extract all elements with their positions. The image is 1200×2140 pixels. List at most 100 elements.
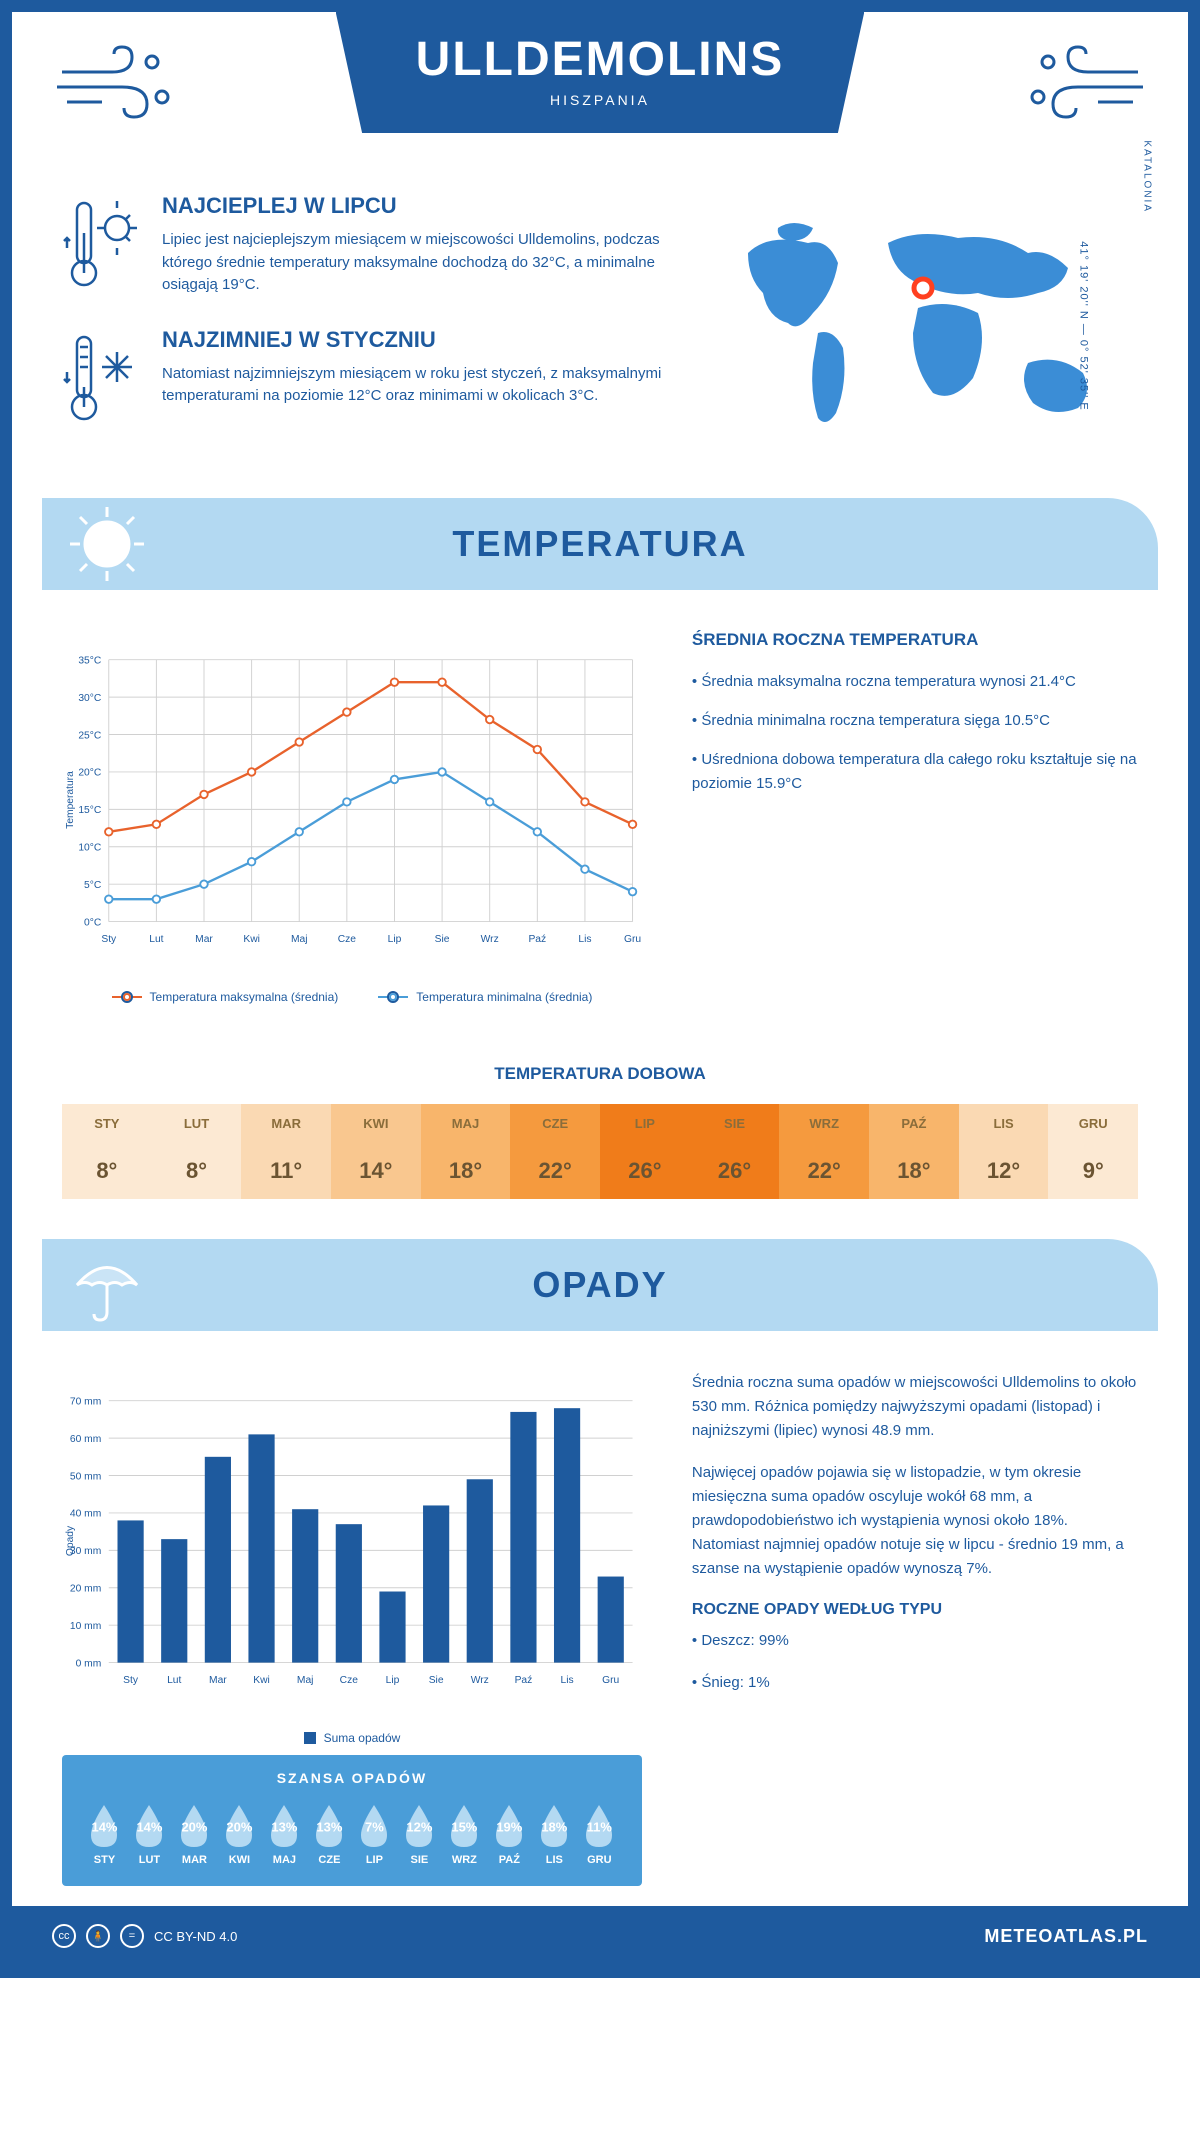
- thermometer-snow-icon: [62, 327, 142, 427]
- chance-item: 14% STY: [85, 1801, 123, 1866]
- legend-min-label: Temperatura minimalna (średnia): [416, 990, 592, 1004]
- drop-icon: 7%: [355, 1801, 393, 1849]
- precip-type-title: ROCZNE OPADY WEDŁUG TYPU: [692, 1601, 1138, 1619]
- temperature-chart-area: 0°C5°C10°C15°C20°C25°C30°C35°CTemperatur…: [62, 630, 642, 1004]
- svg-text:40 mm: 40 mm: [70, 1509, 101, 1520]
- svg-text:Kwi: Kwi: [243, 934, 260, 945]
- daily-value-cell: 22°: [779, 1143, 869, 1199]
- svg-text:Lis: Lis: [578, 934, 591, 945]
- daily-month-cell: SIE: [690, 1104, 780, 1143]
- svg-text:Lut: Lut: [149, 934, 163, 945]
- info-left: NAJCIEPLEJ W LIPCU Lipiec jest najcieple…: [62, 193, 678, 458]
- chance-month-label: LIS: [535, 1854, 573, 1866]
- svg-text:20 mm: 20 mm: [70, 1584, 101, 1595]
- precip-text-2: Najwięcej opadów pojawia się w listopadz…: [692, 1461, 1138, 1581]
- temp-bullet: • Uśredniona dobowa temperatura dla całe…: [692, 748, 1138, 796]
- svg-text:20°C: 20°C: [78, 768, 102, 779]
- chance-percent: 19%: [496, 1820, 522, 1835]
- coldest-block: NAJZIMNIEJ W STYCZNIU Natomiast najzimni…: [62, 327, 678, 427]
- svg-text:Mar: Mar: [195, 934, 213, 945]
- warmest-title: NAJCIEPLEJ W LIPCU: [162, 193, 678, 219]
- wind-icon-left: [52, 42, 192, 132]
- temperature-heading: TEMPERATURA: [452, 523, 747, 565]
- svg-text:70 mm: 70 mm: [70, 1396, 101, 1407]
- chance-percent: 14%: [136, 1820, 162, 1835]
- svg-text:Mar: Mar: [209, 1675, 227, 1686]
- svg-text:Sie: Sie: [429, 1675, 444, 1686]
- drop-icon: 14%: [130, 1801, 168, 1849]
- chance-row: 14% STY 14% LUT 20% MAR 20% KWI 13% MAJ …: [82, 1801, 622, 1866]
- chance-percent: 13%: [271, 1820, 297, 1835]
- precipitation-bar-chart: 0 mm10 mm20 mm30 mm40 mm50 mm60 mm70 mmO…: [62, 1371, 642, 1711]
- footer-site: METEOATLAS.PL: [984, 1926, 1148, 1947]
- world-map-icon: [718, 193, 1138, 453]
- drop-icon: 20%: [220, 1801, 258, 1849]
- daily-value-cell: 18°: [421, 1143, 511, 1199]
- drop-icon: 19%: [490, 1801, 528, 1849]
- daily-month-cell: MAR: [241, 1104, 331, 1143]
- svg-text:Sty: Sty: [101, 934, 117, 945]
- precipitation-info: Średnia roczna suma opadów w miejscowośc…: [692, 1371, 1138, 1886]
- drop-icon: 15%: [445, 1801, 483, 1849]
- temperature-content: 0°C5°C10°C15°C20°C25°C30°C35°CTemperatur…: [12, 590, 1188, 1044]
- temperature-legend: Temperatura maksymalna (średnia) Tempera…: [62, 990, 642, 1004]
- daily-value-cell: 8°: [62, 1143, 152, 1199]
- svg-text:Kwi: Kwi: [253, 1675, 270, 1686]
- daily-month-cell: KWI: [331, 1104, 421, 1143]
- precip-type-snow: • Śnieg: 1%: [692, 1671, 1138, 1695]
- chance-month-label: WRZ: [445, 1854, 483, 1866]
- page-subtitle: HISZPANIA: [416, 92, 785, 108]
- daily-month-cell: GRU: [1048, 1104, 1138, 1143]
- chance-percent: 20%: [226, 1820, 252, 1835]
- svg-text:Sie: Sie: [435, 934, 450, 945]
- daily-temp-title: TEMPERATURA DOBOWA: [62, 1064, 1138, 1084]
- daily-value-cell: 8°: [152, 1143, 242, 1199]
- chance-month-label: STY: [85, 1854, 123, 1866]
- chance-item: 19% PAŹ: [490, 1801, 528, 1866]
- chance-item: 14% LUT: [130, 1801, 168, 1866]
- temperature-section-header: TEMPERATURA: [42, 498, 1158, 590]
- precip-type-rain: • Deszcz: 99%: [692, 1629, 1138, 1653]
- svg-text:50 mm: 50 mm: [70, 1471, 101, 1482]
- svg-text:Paź: Paź: [515, 1675, 533, 1686]
- chance-percent: 18%: [541, 1820, 567, 1835]
- chance-item: 7% LIP: [355, 1801, 393, 1866]
- chance-item: 13% MAJ: [265, 1801, 303, 1866]
- umbrella-icon: [62, 1240, 152, 1330]
- daily-month-cell: MAJ: [421, 1104, 511, 1143]
- temperature-info: ŚREDNIA ROCZNA TEMPERATURA • Średnia mak…: [692, 630, 1138, 1004]
- legend-precip: Suma opadów: [304, 1731, 401, 1745]
- precipitation-legend: Suma opadów: [62, 1731, 642, 1745]
- temp-bullet: • Średnia minimalna roczna temperatura s…: [692, 709, 1138, 733]
- map-container: KATALONIA 41° 19' 20'' N — 0° 52' 35'' E: [718, 193, 1138, 458]
- page-title: ULLDEMOLINS: [416, 32, 785, 87]
- coldest-desc: Natomiast najzimniejszym miesiącem w rok…: [162, 363, 678, 408]
- drop-icon: 12%: [400, 1801, 438, 1849]
- chance-month-label: PAŹ: [490, 1854, 528, 1866]
- svg-text:10°C: 10°C: [78, 843, 102, 854]
- daily-month-cell: LIP: [600, 1104, 690, 1143]
- daily-temp-values-row: 8°8°11°14°18°22°26°26°22°18°12°9°: [62, 1143, 1138, 1199]
- svg-text:15°C: 15°C: [78, 805, 102, 816]
- daily-month-cell: STY: [62, 1104, 152, 1143]
- svg-text:Lis: Lis: [561, 1675, 574, 1686]
- svg-text:Cze: Cze: [340, 1675, 359, 1686]
- svg-text:60 mm: 60 mm: [70, 1434, 101, 1445]
- legend-min: Temperatura minimalna (średnia): [378, 990, 592, 1004]
- daily-value-cell: 26°: [690, 1143, 780, 1199]
- svg-text:Gru: Gru: [602, 1675, 619, 1686]
- svg-text:Maj: Maj: [291, 934, 308, 945]
- legend-precip-label: Suma opadów: [324, 1731, 401, 1745]
- svg-text:Sty: Sty: [123, 1675, 139, 1686]
- precipitation-content: 0 mm10 mm20 mm30 mm40 mm50 mm60 mm70 mmO…: [12, 1331, 1188, 1906]
- temperature-line-chart: 0°C5°C10°C15°C20°C25°C30°C35°CTemperatur…: [62, 630, 642, 970]
- nd-icon: =: [120, 1924, 144, 1948]
- license-text: CC BY-ND 4.0: [154, 1929, 237, 1944]
- drop-icon: 18%: [535, 1801, 573, 1849]
- svg-text:Maj: Maj: [297, 1675, 314, 1686]
- title-banner: ULLDEMOLINS HISZPANIA: [336, 12, 865, 133]
- warmest-desc: Lipiec jest najcieplejszym miesiącem w m…: [162, 229, 678, 297]
- chance-month-label: GRU: [580, 1854, 618, 1866]
- svg-text:35°C: 35°C: [78, 655, 102, 666]
- coldest-text: NAJZIMNIEJ W STYCZNIU Natomiast najzimni…: [162, 327, 678, 427]
